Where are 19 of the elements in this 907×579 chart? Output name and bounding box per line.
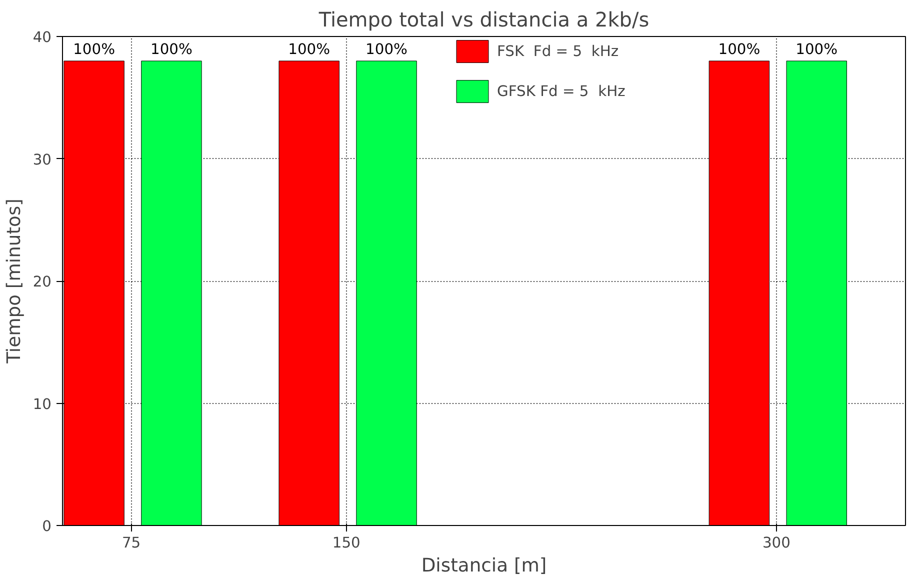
annotation: 100%	[366, 40, 408, 58]
x-axis-title: Distancia [m]	[421, 556, 547, 576]
y-axis-title: Tiempo [minutos]	[4, 198, 25, 364]
y-tick-label: 10	[32, 396, 52, 413]
y-tick-label: 0	[42, 518, 52, 535]
y-tick-label: 40	[32, 29, 52, 46]
annotation: 100%	[150, 40, 192, 58]
annotation: 100%	[718, 40, 760, 58]
annotation: 100%	[73, 40, 116, 58]
x-tick-label: 150	[332, 534, 360, 552]
annotation: 100%	[796, 40, 838, 58]
x-tick-label: 300	[762, 534, 790, 552]
x-tick-label: 75	[122, 534, 141, 552]
y-tick-label: 30	[32, 151, 52, 168]
annotation: 100%	[288, 40, 330, 58]
legend-label: GFSK Fd = 5 kHz	[497, 82, 626, 100]
chart-title: Tiempo total vs distancia a 2kb/s	[318, 8, 650, 32]
legend-label: FSK Fd = 5 kHz	[497, 42, 619, 60]
y-tick-label: 20	[32, 274, 52, 290]
